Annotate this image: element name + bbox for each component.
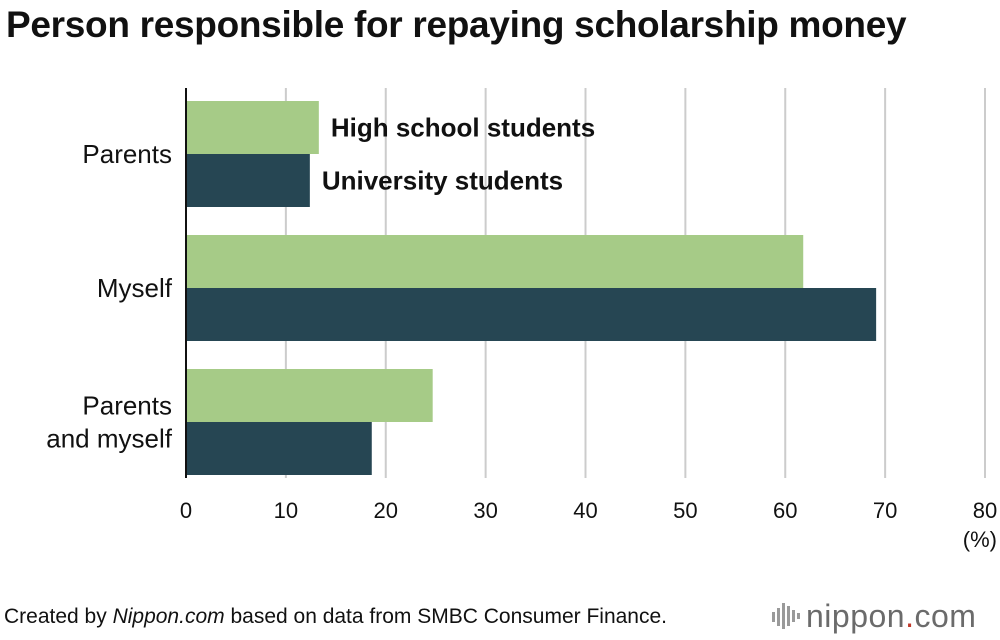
bar [186,288,877,341]
logo-dot: . [905,597,915,634]
bar [186,235,804,288]
logo-bars-icon [772,603,800,629]
logo-tld: com [914,597,977,634]
series-label: University students [322,166,563,196]
category-label: Parents [82,139,172,169]
source-name: Nippon.com [112,605,225,628]
nippon-logo[interactable]: nippon.com [772,598,976,634]
bar [186,154,310,207]
x-tick-label: 20 [374,498,398,523]
x-tick-label: 10 [274,498,298,523]
category-label: and myself [46,424,172,454]
x-tick-label: 80 [973,498,997,523]
x-tick-label: 0 [180,498,192,523]
series-label: High school students [331,113,595,143]
source-suffix: based on data from SMBC Consumer Finance… [224,605,667,628]
x-tick-label: 40 [573,498,597,523]
category-label: Myself [97,273,173,303]
logo-name: nippon [806,597,906,634]
chart-title: Person responsible for repaying scholars… [6,4,907,45]
bar [186,422,372,475]
category-label: Parents [82,391,172,421]
x-tick-label: 60 [773,498,797,523]
x-tick-label: 70 [873,498,897,523]
bars [186,101,877,475]
bar [186,369,433,422]
x-axis-unit: (%) [963,527,997,552]
bar-chart: 0 10 20 30 40 50 60 70 80 (%) Parents Myself Parents… [46,88,997,553]
source-prefix: Created by [4,605,113,628]
x-tick-label: 50 [673,498,697,523]
x-tick-label: 30 [473,498,497,523]
labels: 0 10 20 30 40 50 60 70 80 (%) Parents Myself Parents… [46,113,997,553]
bar [186,101,319,154]
source-note: Created by Nippon.com based on data from… [4,605,667,629]
logo-text: nippon.com [806,598,976,635]
